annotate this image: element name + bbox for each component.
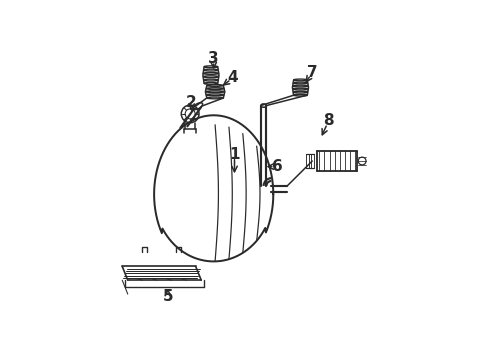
Text: 2: 2 [186,95,197,110]
Text: 3: 3 [208,51,219,66]
Text: 7: 7 [307,65,318,80]
Text: 1: 1 [229,147,240,162]
Text: 4: 4 [228,70,239,85]
Text: 5: 5 [163,289,173,304]
Text: 6: 6 [272,159,283,174]
Text: 8: 8 [323,113,334,128]
